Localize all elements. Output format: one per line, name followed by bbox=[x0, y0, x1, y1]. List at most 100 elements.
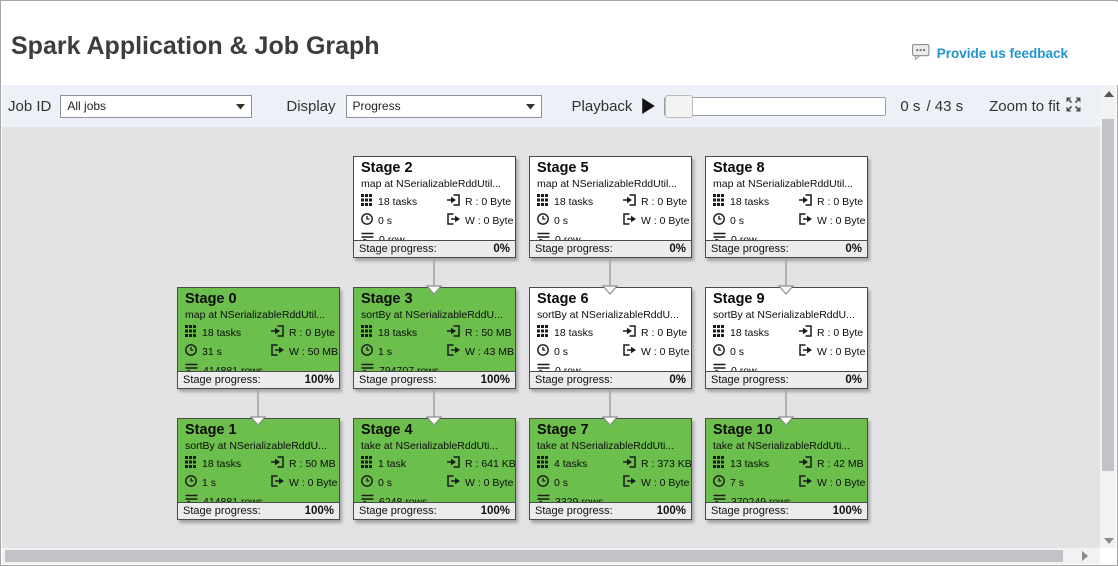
stage-write: W : 0 Byte bbox=[465, 214, 514, 227]
stage-tasks: 18 tasks bbox=[202, 457, 242, 470]
playback-label: Playback bbox=[571, 97, 633, 115]
zoom-to-fit-icon bbox=[1066, 97, 1081, 116]
chevron-down-icon bbox=[236, 99, 246, 113]
stage-progress-label: Stage progress: bbox=[359, 374, 437, 386]
stage-description: take at NSerializableRddUti... bbox=[361, 440, 499, 452]
stage-tasks: 1 task bbox=[378, 457, 407, 470]
stage-metrics: 4 tasks R : 373 KB 0 s W : 0 Byte 3329 r… bbox=[530, 452, 692, 509]
stage-metrics: 18 tasks R : 50 MB 1 s W : 0 Byte 414881… bbox=[178, 452, 339, 509]
stage-card-stage-1[interactable]: Stage 1 sortBy at NSerializableRddU... 1… bbox=[177, 418, 340, 520]
stage-progress-label: Stage progress: bbox=[711, 374, 789, 386]
clock-icon bbox=[361, 344, 373, 359]
stage-card-stage-0[interactable]: Stage 0 map at NSerializableRddUtil... 1… bbox=[177, 287, 340, 389]
stage-time: 0 s bbox=[378, 476, 393, 489]
stage-progress-label: Stage progress: bbox=[711, 505, 789, 517]
stage-tasks: 4 tasks bbox=[554, 457, 588, 470]
vertical-scrollbar[interactable] bbox=[1100, 85, 1116, 550]
read-icon bbox=[447, 456, 460, 471]
stage-time: 0 s bbox=[554, 345, 569, 358]
stage-progress-label: Stage progress: bbox=[183, 505, 261, 517]
display-select[interactable]: Progress bbox=[345, 94, 542, 118]
stage-metrics: 18 tasks R : 0 Byte 0 s W : 0 Byte 0 row bbox=[706, 190, 867, 247]
scroll-up-arrow-icon[interactable] bbox=[1104, 91, 1114, 97]
stage-title: Stage 10 bbox=[713, 422, 773, 438]
stage-tasks: 18 tasks bbox=[378, 326, 418, 339]
stage-card-stage-2[interactable]: Stage 2 map at NSerializableRddUtil... 1… bbox=[353, 156, 516, 258]
stage-time: 31 s bbox=[202, 345, 222, 358]
stage-tasks: 18 tasks bbox=[554, 195, 594, 208]
stage-card-stage-8[interactable]: Stage 8 map at NSerializableRddUtil... 1… bbox=[705, 156, 868, 258]
tasks-icon bbox=[713, 456, 725, 471]
stage-progress-bar: Stage progress: 0% bbox=[706, 371, 867, 388]
write-icon bbox=[623, 475, 636, 490]
write-icon bbox=[799, 213, 812, 228]
stage-progress-label: Stage progress: bbox=[535, 243, 613, 255]
stage-progress-label: Stage progress: bbox=[183, 374, 261, 386]
scroll-down-arrow-icon[interactable] bbox=[1104, 538, 1114, 544]
graph-canvas[interactable]: Stage 0 map at NSerializableRddUtil... 1… bbox=[2, 127, 1102, 550]
feedback-link[interactable]: Provide us feedback bbox=[911, 44, 1068, 63]
scroll-right-arrow-icon[interactable] bbox=[1082, 551, 1088, 561]
stage-title: Stage 2 bbox=[361, 160, 413, 176]
horizontal-scrollbar[interactable] bbox=[2, 548, 1102, 564]
stage-read: R : 373 KB bbox=[641, 457, 692, 470]
stage-card-stage-7[interactable]: Stage 7 take at NSerializableRddUti... 4… bbox=[529, 418, 692, 520]
read-icon bbox=[799, 456, 812, 471]
stage-title: Stage 6 bbox=[537, 291, 589, 307]
job-id-select[interactable]: All jobs bbox=[60, 94, 253, 118]
stage-write: W : 0 Byte bbox=[641, 214, 690, 227]
stage-card-stage-4[interactable]: Stage 4 take at NSerializableRddUti... 1… bbox=[353, 418, 516, 520]
play-button[interactable] bbox=[642, 98, 656, 114]
stage-time: 0 s bbox=[730, 214, 745, 227]
stage-card-stage-9[interactable]: Stage 9 sortBy at NSerializableRddU... 1… bbox=[705, 287, 868, 389]
stage-description: sortBy at NSerializableRddU... bbox=[361, 309, 503, 321]
stage-read: R : 50 MB bbox=[289, 457, 336, 470]
stage-read: R : 0 Byte bbox=[641, 195, 688, 208]
stage-title: Stage 3 bbox=[361, 291, 413, 307]
stage-card-stage-10[interactable]: Stage 10 take at NSerializableRddUti... … bbox=[705, 418, 868, 520]
stage-progress-bar: Stage progress: 0% bbox=[706, 240, 867, 257]
read-icon bbox=[799, 325, 812, 340]
stage-progress-value: 100% bbox=[656, 505, 686, 517]
stage-progress-value: 0% bbox=[493, 243, 510, 255]
display-value: Progress bbox=[352, 99, 401, 113]
tasks-icon bbox=[185, 325, 197, 340]
stage-write: W : 0 Byte bbox=[641, 476, 690, 489]
vertical-scrollbar-thumb[interactable] bbox=[1102, 119, 1114, 471]
zoom-to-fit-button[interactable]: Zoom to fit bbox=[989, 97, 1081, 116]
stage-write: W : 0 Byte bbox=[289, 476, 338, 489]
stage-description: take at NSerializableRddUti... bbox=[713, 440, 851, 452]
zoom-to-fit-label: Zoom to fit bbox=[989, 97, 1060, 115]
stage-card-stage-5[interactable]: Stage 5 map at NSerializableRddUtil... 1… bbox=[529, 156, 692, 258]
stage-description: sortBy at NSerializableRddU... bbox=[713, 309, 855, 321]
stage-card-stage-3[interactable]: Stage 3 sortBy at NSerializableRddU... 1… bbox=[353, 287, 516, 389]
clock-icon bbox=[537, 213, 549, 228]
stage-progress-bar: Stage progress: 100% bbox=[178, 502, 339, 519]
stage-progress-value: 0% bbox=[669, 243, 686, 255]
stage-read: R : 0 Byte bbox=[817, 195, 864, 208]
stage-card-stage-6[interactable]: Stage 6 sortBy at NSerializableRddU... 1… bbox=[529, 287, 692, 389]
stage-title: Stage 4 bbox=[361, 422, 413, 438]
job-id-label: Job ID bbox=[8, 97, 52, 115]
stage-progress-value: 100% bbox=[832, 505, 862, 517]
write-icon bbox=[623, 213, 636, 228]
clock-icon bbox=[185, 475, 197, 490]
stage-read: R : 0 Byte bbox=[641, 326, 688, 339]
stage-title: Stage 8 bbox=[713, 160, 765, 176]
stage-progress-bar: Stage progress: 100% bbox=[530, 502, 691, 519]
tasks-icon bbox=[185, 456, 197, 471]
stage-write: W : 0 Byte bbox=[641, 345, 690, 358]
horizontal-scrollbar-thumb[interactable] bbox=[5, 550, 1063, 562]
stage-progress-value: 100% bbox=[304, 505, 334, 517]
stage-write: W : 0 Byte bbox=[465, 476, 514, 489]
playback-slider-thumb[interactable] bbox=[665, 94, 694, 118]
tasks-icon bbox=[537, 456, 549, 471]
tasks-icon bbox=[713, 325, 725, 340]
tasks-icon bbox=[361, 194, 373, 209]
playback-slider[interactable] bbox=[664, 94, 887, 118]
tasks-icon bbox=[361, 325, 373, 340]
stage-time: 0 s bbox=[730, 345, 745, 358]
stage-time: 7 s bbox=[730, 476, 745, 489]
stage-progress-bar: Stage progress: 100% bbox=[354, 502, 515, 519]
time-elapsed: 0 s bbox=[900, 97, 921, 115]
